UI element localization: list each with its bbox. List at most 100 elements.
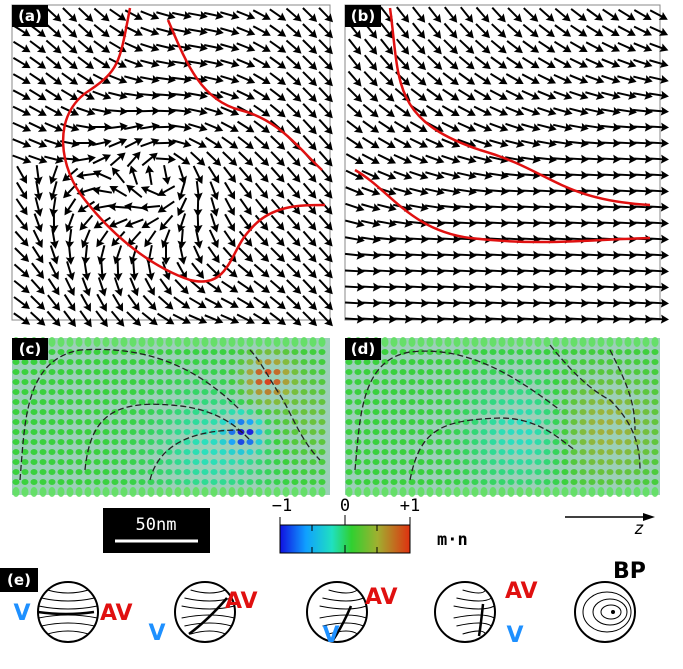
director (175, 429, 182, 435)
director (274, 399, 281, 405)
director (643, 439, 650, 445)
director (283, 359, 290, 365)
director (382, 359, 389, 365)
director (355, 399, 362, 405)
director (643, 419, 650, 425)
director (292, 487, 299, 497)
director (607, 337, 614, 347)
vortex-label: V (13, 601, 30, 626)
director (580, 429, 587, 435)
director (139, 359, 146, 365)
director (193, 469, 200, 475)
director (283, 459, 290, 465)
director (580, 469, 587, 475)
director (427, 459, 434, 465)
director (499, 359, 506, 365)
director (238, 419, 245, 425)
director (364, 487, 371, 497)
director (67, 469, 74, 475)
director (391, 487, 398, 497)
director (535, 487, 542, 497)
director (76, 389, 83, 395)
director (301, 487, 308, 497)
director (40, 439, 47, 445)
director (598, 419, 605, 425)
director (166, 389, 173, 395)
director (571, 379, 578, 385)
director (571, 359, 578, 365)
director (22, 479, 29, 485)
director (301, 409, 308, 415)
director (265, 449, 272, 455)
director (130, 487, 137, 497)
director (130, 479, 137, 485)
director (112, 469, 119, 475)
director (643, 379, 650, 385)
director (319, 469, 326, 475)
diagrams: VAVVAVVAVVAVBP (13, 559, 645, 648)
director (589, 429, 596, 435)
director (562, 389, 569, 395)
director (544, 359, 551, 365)
director (31, 399, 38, 405)
director (490, 459, 497, 465)
director (535, 349, 542, 355)
director (112, 369, 119, 375)
director (562, 369, 569, 375)
director (652, 389, 659, 395)
director (238, 469, 245, 475)
director (130, 449, 137, 455)
director (40, 479, 47, 485)
director (409, 359, 416, 365)
director (166, 439, 173, 445)
director (67, 429, 74, 435)
director (319, 337, 326, 347)
director (472, 399, 479, 405)
director (418, 369, 425, 375)
director (184, 449, 191, 455)
director (319, 359, 326, 365)
director (40, 487, 47, 497)
director (652, 479, 659, 485)
director (418, 479, 425, 485)
director (94, 479, 101, 485)
director (562, 459, 569, 465)
director (445, 487, 452, 497)
director (382, 487, 389, 497)
director (472, 487, 479, 497)
director (571, 429, 578, 435)
director (265, 359, 272, 365)
director (598, 409, 605, 415)
director (94, 379, 101, 385)
director (454, 487, 461, 497)
director (526, 487, 533, 497)
director (49, 389, 56, 395)
director (256, 449, 263, 455)
director (292, 389, 299, 395)
director (643, 359, 650, 365)
director (481, 337, 488, 347)
director (247, 379, 254, 385)
director (346, 389, 353, 395)
director (382, 409, 389, 415)
director (445, 469, 452, 475)
director (589, 337, 596, 347)
director (382, 479, 389, 485)
director (184, 459, 191, 465)
director (508, 349, 515, 355)
director (22, 399, 29, 405)
director (220, 337, 227, 347)
director (49, 349, 56, 355)
director (526, 479, 533, 485)
director (373, 469, 380, 475)
director (76, 487, 83, 497)
director (463, 487, 470, 497)
director (310, 419, 317, 425)
director (265, 349, 272, 355)
director (166, 469, 173, 475)
director (76, 429, 83, 435)
director (103, 379, 110, 385)
director (265, 439, 272, 445)
director (31, 419, 38, 425)
director (364, 389, 371, 395)
